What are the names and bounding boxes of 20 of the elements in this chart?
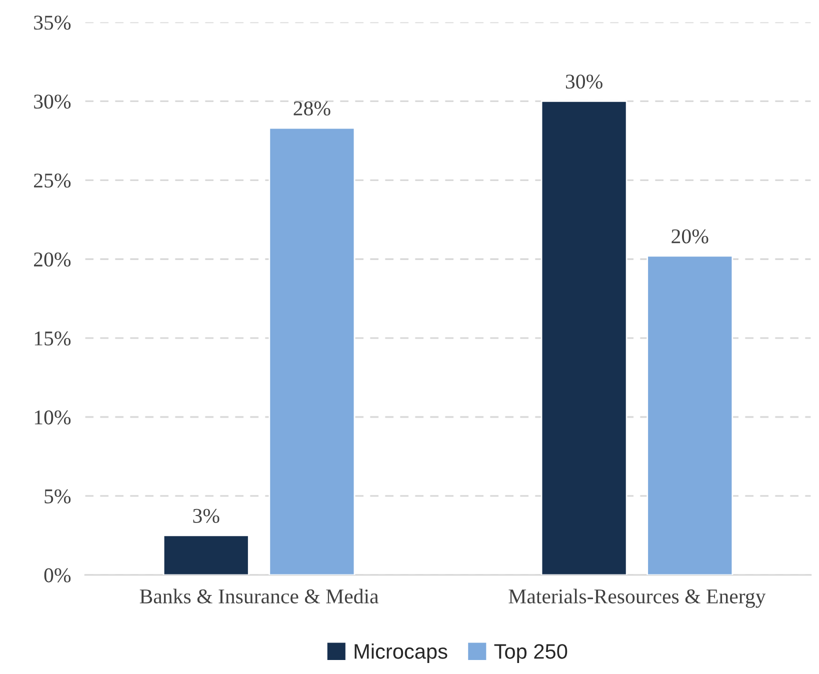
bar: [540, 100, 628, 575]
y-tick-label: 35%: [34, 16, 71, 30]
data-label: 30%: [566, 74, 602, 89]
legend-label: Top 250: [494, 644, 568, 663]
y-tick-label: 30%: [34, 94, 71, 109]
bar: [162, 534, 250, 575]
legend-label: Microcaps: [354, 644, 448, 663]
x-tick-label: Banks & Insurance & Media: [140, 588, 378, 604]
y-tick-label: 15%: [34, 331, 71, 346]
y-tick-label: 0%: [44, 568, 71, 582]
bar: [646, 255, 734, 575]
y-tick-label: 25%: [34, 174, 71, 188]
data-label: 3%: [193, 508, 220, 523]
data-label: 28%: [294, 101, 330, 116]
data-label: 20%: [672, 229, 708, 244]
y-tick-label: 5%: [44, 489, 71, 504]
bar: [268, 127, 356, 575]
y-tick-label: 10%: [34, 410, 71, 425]
x-tick-label: Materials-Resources & Energy: [508, 588, 766, 608]
y-tick-label: 20%: [34, 252, 71, 267]
